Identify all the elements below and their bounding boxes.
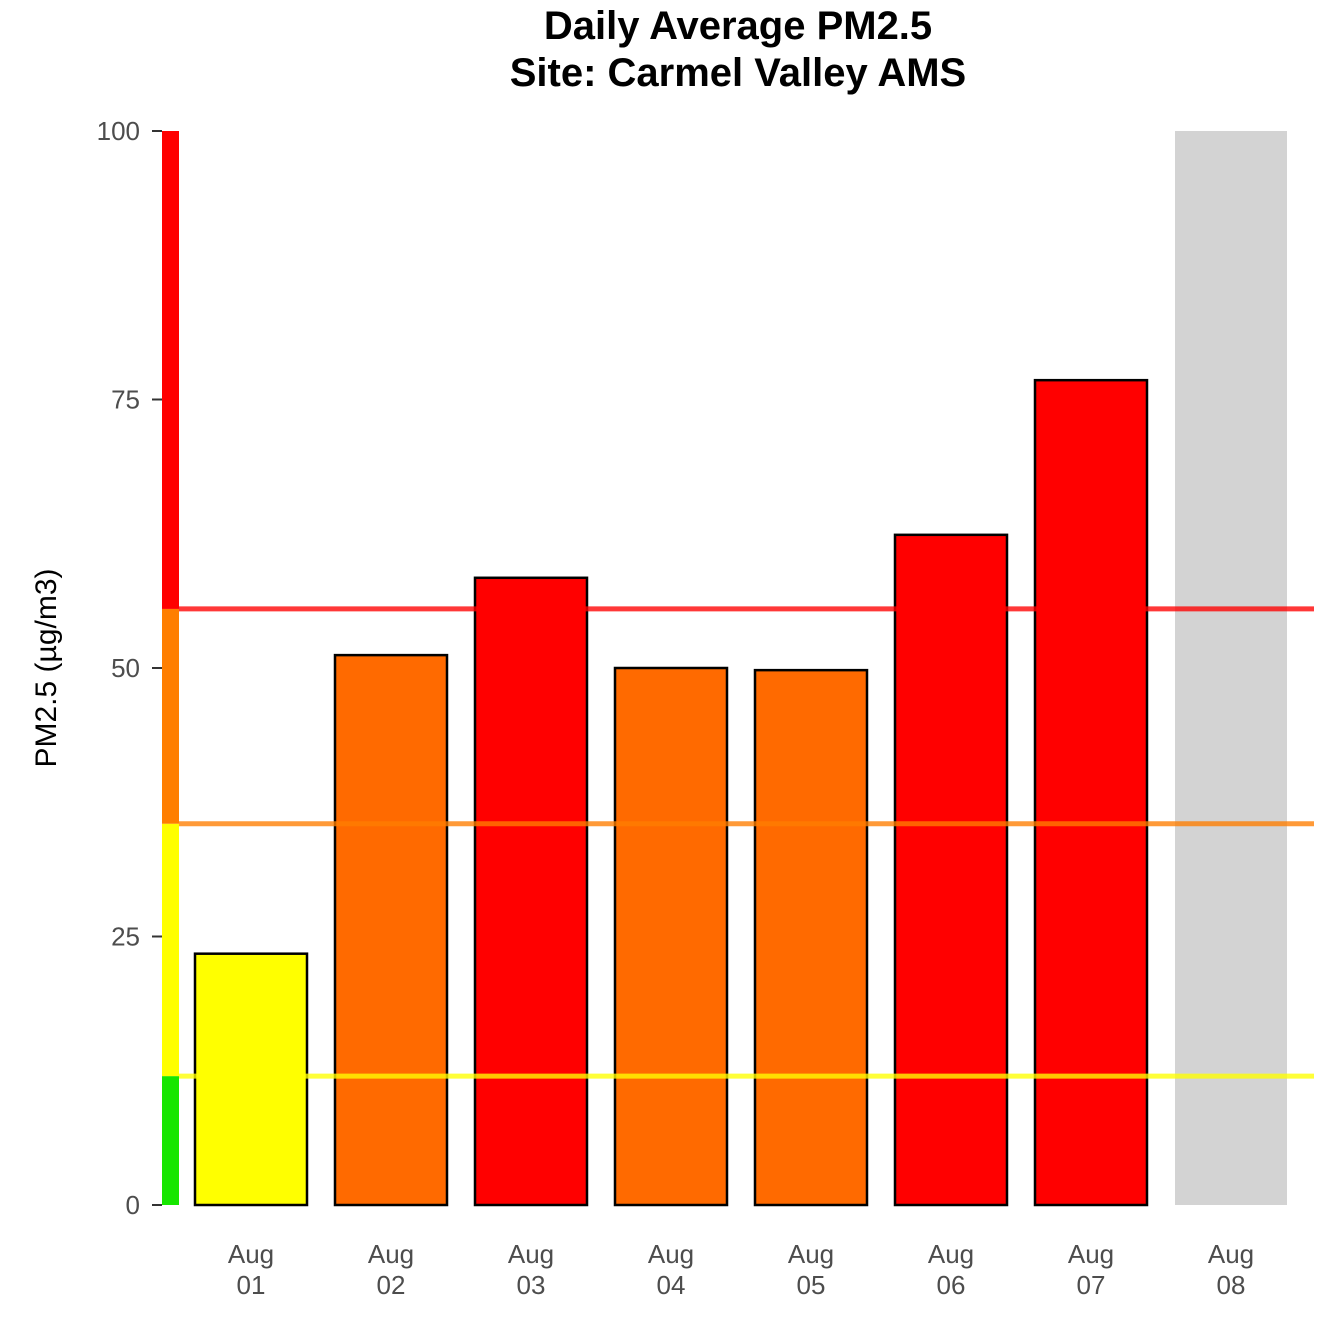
y-axis-title: PM2.5 (µg/m3)	[30, 569, 63, 768]
y-tick-label-25: 25	[111, 922, 140, 952]
aqi-band-3	[162, 131, 179, 609]
bar-aug-02	[333, 653, 449, 1207]
bar-aug-04	[613, 666, 729, 1207]
bar-aug-06	[893, 533, 1009, 1207]
x-tick-label-05: Aug 05	[788, 1239, 834, 1300]
x-tick-label-01: Aug 01	[228, 1239, 274, 1300]
x-tick-label-06: Aug 06	[928, 1239, 974, 1300]
bar-aug-01	[193, 952, 309, 1207]
x-tick-label-04: Aug 04	[648, 1239, 694, 1300]
missing-day-08	[1175, 131, 1287, 1205]
missing-day-shading	[1175, 131, 1287, 1205]
aqi-band-1	[162, 823, 179, 1077]
y-tick-label-50: 50	[111, 653, 140, 683]
x-axis: Aug 01 Aug 02 Aug 03 Aug 04 Aug 05 Aug 06 Aug 07 Aug 08	[228, 1239, 1254, 1300]
threshold-lines	[179, 606, 1314, 1079]
x-tick-label-07: Aug 07	[1068, 1239, 1114, 1300]
y-axis: 0 25 50 75 100	[97, 116, 162, 1220]
aqi-color-scale	[162, 131, 179, 1205]
y-tick-label-75: 75	[111, 385, 140, 415]
bar-aug-05	[753, 668, 869, 1207]
bar-aug-03	[473, 576, 589, 1207]
y-tick-label-100: 100	[97, 116, 140, 146]
chart-title: Daily Average PM2.5	[544, 4, 932, 48]
bars	[193, 378, 1149, 1207]
x-tick-label-03: Aug 03	[508, 1239, 554, 1300]
y-tick-label-0: 0	[126, 1190, 140, 1220]
aqi-band-2	[162, 608, 179, 824]
x-tick-label-08: Aug 08	[1208, 1239, 1254, 1300]
bar-aug-07	[1033, 378, 1149, 1207]
x-tick-label-02: Aug 02	[368, 1239, 414, 1300]
chart-subtitle: Site: Carmel Valley AMS	[510, 51, 966, 95]
aqi-band-0	[162, 1076, 179, 1205]
